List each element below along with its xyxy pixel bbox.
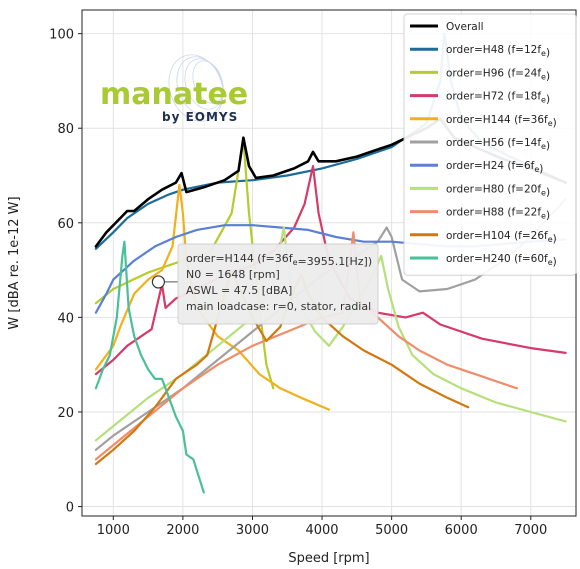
tooltip-line: main loadcase: r=0, stator, radial	[186, 300, 371, 313]
x-tick-label: 4000	[305, 523, 338, 538]
y-tick-label: 40	[57, 311, 74, 326]
x-tick-label: 6000	[445, 523, 478, 538]
tooltip-line: order=H144 (f=36fe=3955.1[Hz])	[186, 252, 372, 268]
series-line	[94, 240, 205, 494]
y-tick-label: 80	[57, 122, 74, 137]
logo-word: manatee	[100, 77, 248, 112]
x-tick-label: 1000	[97, 523, 130, 538]
tooltip-line: N0 = 1648 [rpm]	[186, 268, 280, 281]
y-tick-label: 60	[57, 217, 74, 232]
legend-label: order=H72 (f=18fe)	[446, 91, 550, 106]
legend-label: order=H88 (f=22fe)	[446, 207, 550, 222]
y-tick-label: 100	[49, 28, 74, 43]
series-line	[94, 183, 331, 411]
legend-box	[403, 13, 577, 276]
tooltip: order=H144 (f=36fe=3955.1[Hz])N0 = 1648 …	[151, 243, 379, 325]
legend-label: order=H96 (f=24fe)	[446, 67, 550, 82]
legend-label: order=H144 (f=36fe)	[446, 114, 557, 129]
x-tick-label: 2000	[166, 523, 199, 538]
legend-label: order=H240 (f=60fe)	[446, 253, 557, 268]
y-axis-label: W [dBA re. 1e-12 W]	[7, 196, 22, 329]
tooltip-box	[177, 243, 379, 325]
y-tick-label: 20	[57, 406, 74, 421]
y-tick-label: 0	[66, 501, 74, 516]
series-line	[94, 138, 275, 390]
series-line	[94, 226, 567, 442]
x-tick-label: 3000	[236, 523, 269, 538]
logo-by: by EOMYS	[162, 110, 238, 124]
tick-labels: 1000 2000 3000 4000 5000 6000 7000 0 20 40 60 80 100	[49, 28, 547, 538]
x-tick-label: 7000	[514, 523, 547, 538]
legend-label: order=H80 (f=20fe)	[446, 183, 550, 198]
legend-label: Overall	[446, 21, 484, 33]
manatee-logo: manatee by EOMYS	[100, 54, 248, 124]
x-axis-label: Speed [rpm]	[288, 551, 369, 566]
series-line	[94, 269, 470, 466]
x-tick-label: 5000	[375, 523, 408, 538]
legend-label: order=H104 (f=26fe)	[446, 230, 557, 245]
legend: Overall order=H48 (f=12fe) order=H96 (f=24…	[403, 13, 577, 276]
legend-label: order=H48 (f=12fe)	[446, 44, 550, 59]
legend-label: order=H56 (f=14fe)	[446, 137, 550, 152]
legend-label: order=H24 (f=6fe)	[446, 160, 543, 175]
series-line	[94, 165, 567, 376]
tooltip-marker	[151, 275, 165, 289]
tooltip-line: ASWL = 47.5 [dBA]	[186, 284, 292, 297]
